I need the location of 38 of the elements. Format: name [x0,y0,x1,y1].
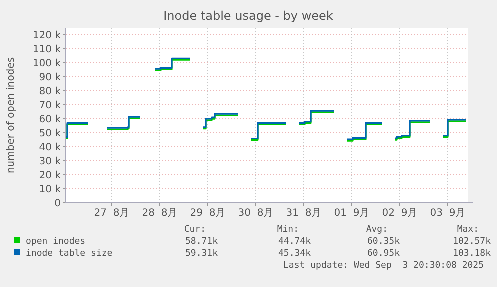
y-tick-label: 70 k [39,100,62,112]
text: Last update: Wed Sep 3 20:30:08 2025 [284,261,484,271]
text: 102.57k [453,237,492,247]
y-axis-title: number of open inodes [6,57,17,174]
x-tick-label: 01 9月 [334,208,370,219]
text: Cur: [184,225,206,235]
x-tick-label: 02 9月 [382,208,418,219]
text: 58.71k [185,237,219,247]
x-tick-label: 29 8月 [190,208,226,219]
text: 45.34k [278,249,312,259]
text: Min: [277,225,299,235]
y-tick-label: 120 k [32,30,62,42]
y-tick-label: 80 k [39,86,62,98]
y-tick-label: 0 [54,198,61,210]
y-tick-label: 20 k [39,170,62,182]
text: 60.35k [367,237,401,247]
y-tick-label: 40 k [39,142,62,154]
y-tick-label: 60 k [39,114,62,126]
text: Max: [457,225,479,235]
x-tick-label: 30 8月 [238,208,274,219]
text: 103.18k [453,249,492,259]
text: 59.31k [185,249,219,259]
x-tick-label: 27 8月 [94,208,130,219]
legend-label: open inodes [26,237,86,247]
y-tick-label: 30 k [39,156,62,168]
y-tick-label: 50 k [39,128,62,140]
y-tick-label: 10 k [39,184,62,196]
x-tick-label: 03 9月 [430,208,466,219]
legend-label: inode table size [26,249,113,259]
y-tick-label: 100 k [32,58,62,70]
y-tick-label: 110 k [32,44,62,56]
y-tick-label: 90 k [39,72,62,84]
text: 44.74k [278,237,312,247]
text: Avg: [366,225,388,235]
text: 60.95k [367,249,401,259]
x-tick-label: 28 8月 [142,208,178,219]
chart-title: Inode table usage - by week [164,9,334,23]
x-tick-label: 31 8月 [286,208,322,219]
